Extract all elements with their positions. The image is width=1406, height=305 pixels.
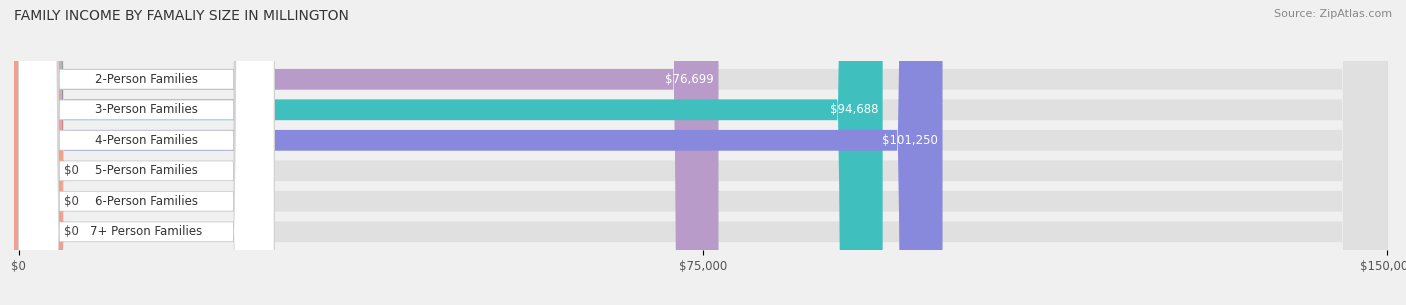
FancyBboxPatch shape [18, 0, 1388, 305]
Text: 5-Person Families: 5-Person Families [96, 164, 198, 177]
FancyBboxPatch shape [18, 0, 274, 305]
Text: $0: $0 [65, 164, 79, 177]
FancyBboxPatch shape [18, 0, 718, 305]
Text: $76,699: $76,699 [665, 73, 714, 86]
FancyBboxPatch shape [18, 0, 1388, 305]
FancyBboxPatch shape [6, 0, 65, 305]
FancyBboxPatch shape [18, 0, 274, 305]
FancyBboxPatch shape [18, 0, 942, 305]
Text: 2-Person Families: 2-Person Families [94, 73, 198, 86]
FancyBboxPatch shape [18, 0, 274, 305]
Text: $94,688: $94,688 [830, 103, 879, 116]
FancyBboxPatch shape [18, 0, 1388, 305]
FancyBboxPatch shape [6, 0, 65, 305]
Text: Source: ZipAtlas.com: Source: ZipAtlas.com [1274, 9, 1392, 19]
Text: 7+ Person Families: 7+ Person Families [90, 225, 202, 238]
FancyBboxPatch shape [18, 0, 274, 305]
Text: 3-Person Families: 3-Person Families [96, 103, 198, 116]
FancyBboxPatch shape [18, 0, 883, 305]
FancyBboxPatch shape [18, 0, 274, 305]
Text: $0: $0 [65, 225, 79, 238]
FancyBboxPatch shape [18, 0, 1388, 305]
Text: $101,250: $101,250 [882, 134, 938, 147]
FancyBboxPatch shape [18, 0, 1388, 305]
Text: 4-Person Families: 4-Person Families [94, 134, 198, 147]
FancyBboxPatch shape [18, 0, 1388, 305]
Text: FAMILY INCOME BY FAMALIY SIZE IN MILLINGTON: FAMILY INCOME BY FAMALIY SIZE IN MILLING… [14, 9, 349, 23]
FancyBboxPatch shape [6, 0, 65, 305]
Text: $0: $0 [65, 195, 79, 208]
Text: 6-Person Families: 6-Person Families [94, 195, 198, 208]
FancyBboxPatch shape [18, 0, 274, 305]
